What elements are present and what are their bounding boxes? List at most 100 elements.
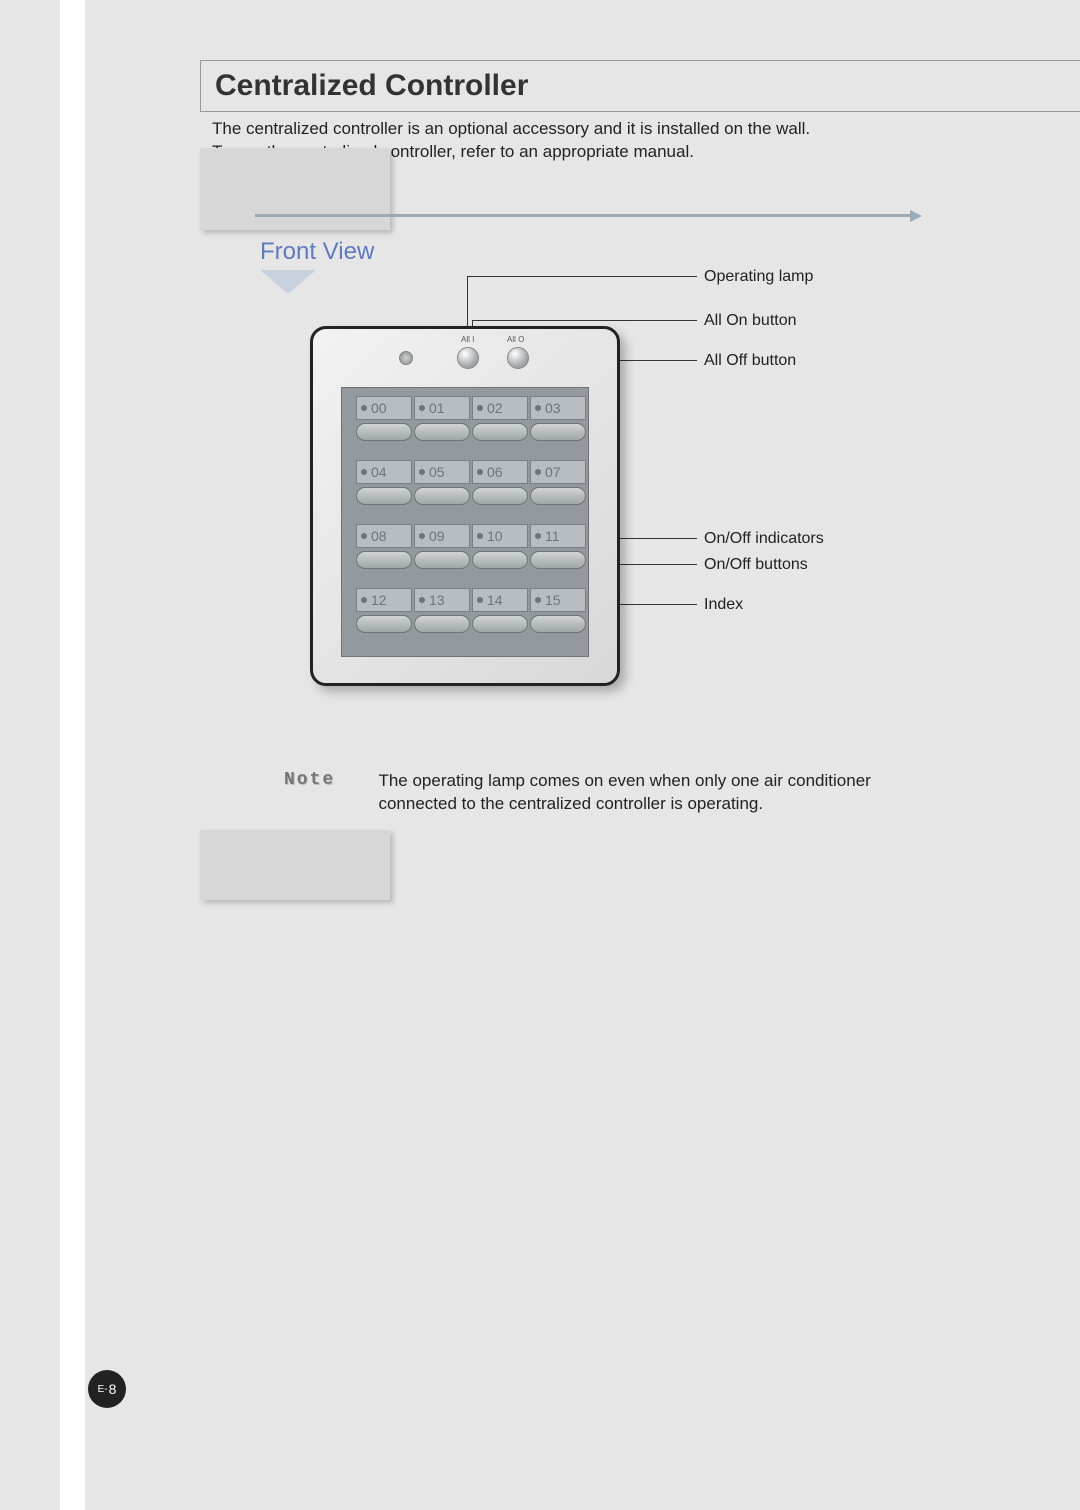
unit-button[interactable] — [356, 551, 412, 569]
unit-button[interactable] — [414, 487, 470, 505]
unit-cell: 12 — [356, 588, 412, 640]
note-label: Note — [284, 770, 374, 790]
indicator-dot-icon — [361, 405, 367, 411]
indicator-dot-icon — [361, 469, 367, 475]
unit-number: 09 — [429, 528, 445, 544]
unit-button[interactable] — [530, 423, 586, 441]
unit-indicator: 02 — [472, 396, 528, 420]
title-bar: Centralized Controller — [200, 60, 1080, 112]
leader-line — [472, 320, 697, 321]
intro-line-1: The centralized controller is an optiona… — [212, 118, 810, 141]
unit-cell: 06 — [472, 460, 528, 512]
callout-all-on: All On button — [704, 312, 797, 330]
indicator-dot-icon — [477, 533, 483, 539]
unit-indicator: 03 — [530, 396, 586, 420]
callout-indicators: On/Off indicators — [704, 530, 824, 548]
page-number: 8 — [109, 1381, 117, 1397]
unit-number: 06 — [487, 464, 503, 480]
decorative-shadow-bottom — [200, 830, 390, 900]
unit-indicator: 00 — [356, 396, 412, 420]
unit-indicator: 08 — [356, 524, 412, 548]
operating-lamp-icon — [399, 351, 413, 365]
callout-buttons: On/Off buttons — [704, 556, 808, 574]
unit-cell: 01 — [414, 396, 470, 448]
indicator-dot-icon — [535, 405, 541, 411]
unit-number: 12 — [371, 592, 387, 608]
unit-indicator: 06 — [472, 460, 528, 484]
indicator-dot-icon — [477, 405, 483, 411]
indicator-dot-icon — [477, 597, 483, 603]
vertical-sidebar — [60, 0, 85, 1510]
unit-button[interactable] — [472, 487, 528, 505]
section-rule-arrow-icon — [910, 210, 922, 222]
decorative-shadow-top — [200, 148, 390, 230]
unit-button[interactable] — [356, 423, 412, 441]
indicator-dot-icon — [419, 597, 425, 603]
unit-cell: 05 — [414, 460, 470, 512]
indicator-dot-icon — [535, 597, 541, 603]
all-off-button[interactable] — [507, 347, 529, 369]
unit-cell: 15 — [530, 588, 586, 640]
button-row: 00 01 02 03 — [356, 396, 574, 448]
unit-indicator: 12 — [356, 588, 412, 612]
unit-number: 01 — [429, 400, 445, 416]
unit-number: 10 — [487, 528, 503, 544]
unit-indicator: 09 — [414, 524, 470, 548]
button-row: 08 09 10 11 — [356, 524, 574, 576]
unit-indicator: 11 — [530, 524, 586, 548]
unit-cell: 00 — [356, 396, 412, 448]
indicator-dot-icon — [419, 469, 425, 475]
unit-button[interactable] — [414, 551, 470, 569]
unit-number: 13 — [429, 592, 445, 608]
unit-number: 15 — [545, 592, 561, 608]
unit-indicator: 04 — [356, 460, 412, 484]
unit-cell: 09 — [414, 524, 470, 576]
unit-button[interactable] — [356, 615, 412, 633]
unit-number: 14 — [487, 592, 503, 608]
unit-indicator: 15 — [530, 588, 586, 612]
unit-indicator: 10 — [472, 524, 528, 548]
unit-number: 05 — [429, 464, 445, 480]
unit-button[interactable] — [472, 551, 528, 569]
unit-cell: 08 — [356, 524, 412, 576]
unit-button[interactable] — [472, 423, 528, 441]
unit-number: 07 — [545, 464, 561, 480]
unit-cell: 13 — [414, 588, 470, 640]
unit-cell: 04 — [356, 460, 412, 512]
unit-cell: 02 — [472, 396, 528, 448]
unit-indicator: 14 — [472, 588, 528, 612]
unit-cell: 11 — [530, 524, 586, 576]
unit-button[interactable] — [414, 615, 470, 633]
unit-button[interactable] — [472, 615, 528, 633]
section-rule — [255, 214, 915, 217]
indicator-dot-icon — [361, 597, 367, 603]
unit-number: 08 — [371, 528, 387, 544]
unit-indicator: 01 — [414, 396, 470, 420]
page-prefix: E- — [98, 1384, 108, 1395]
button-row: 04 05 06 07 — [356, 460, 574, 512]
unit-button[interactable] — [530, 551, 586, 569]
callout-all-off: All Off button — [704, 352, 796, 370]
indicator-dot-icon — [361, 533, 367, 539]
unit-number: 02 — [487, 400, 503, 416]
all-on-button[interactable] — [457, 347, 479, 369]
controller-device: All I All O 00 01 02 03 04 05 06 07 08 0… — [310, 326, 620, 686]
unit-button[interactable] — [414, 423, 470, 441]
page-title: Centralized Controller — [215, 69, 1080, 103]
unit-number: 11 — [545, 528, 560, 544]
unit-indicator: 07 — [530, 460, 586, 484]
indicator-dot-icon — [535, 533, 541, 539]
unit-button[interactable] — [530, 615, 586, 633]
page-number-badge: E-8 — [88, 1370, 126, 1408]
note-block: Note The operating lamp comes on even wh… — [284, 770, 898, 816]
callout-index: Index — [704, 596, 743, 614]
unit-number: 00 — [371, 400, 387, 416]
unit-button[interactable] — [530, 487, 586, 505]
callout-operating-lamp: Operating lamp — [704, 268, 813, 286]
leader-line — [467, 276, 697, 277]
unit-button[interactable] — [356, 487, 412, 505]
button-row: 12 13 14 15 — [356, 588, 574, 640]
section-heading: Front View — [260, 238, 374, 266]
unit-number: 03 — [545, 400, 561, 416]
unit-indicator: 05 — [414, 460, 470, 484]
